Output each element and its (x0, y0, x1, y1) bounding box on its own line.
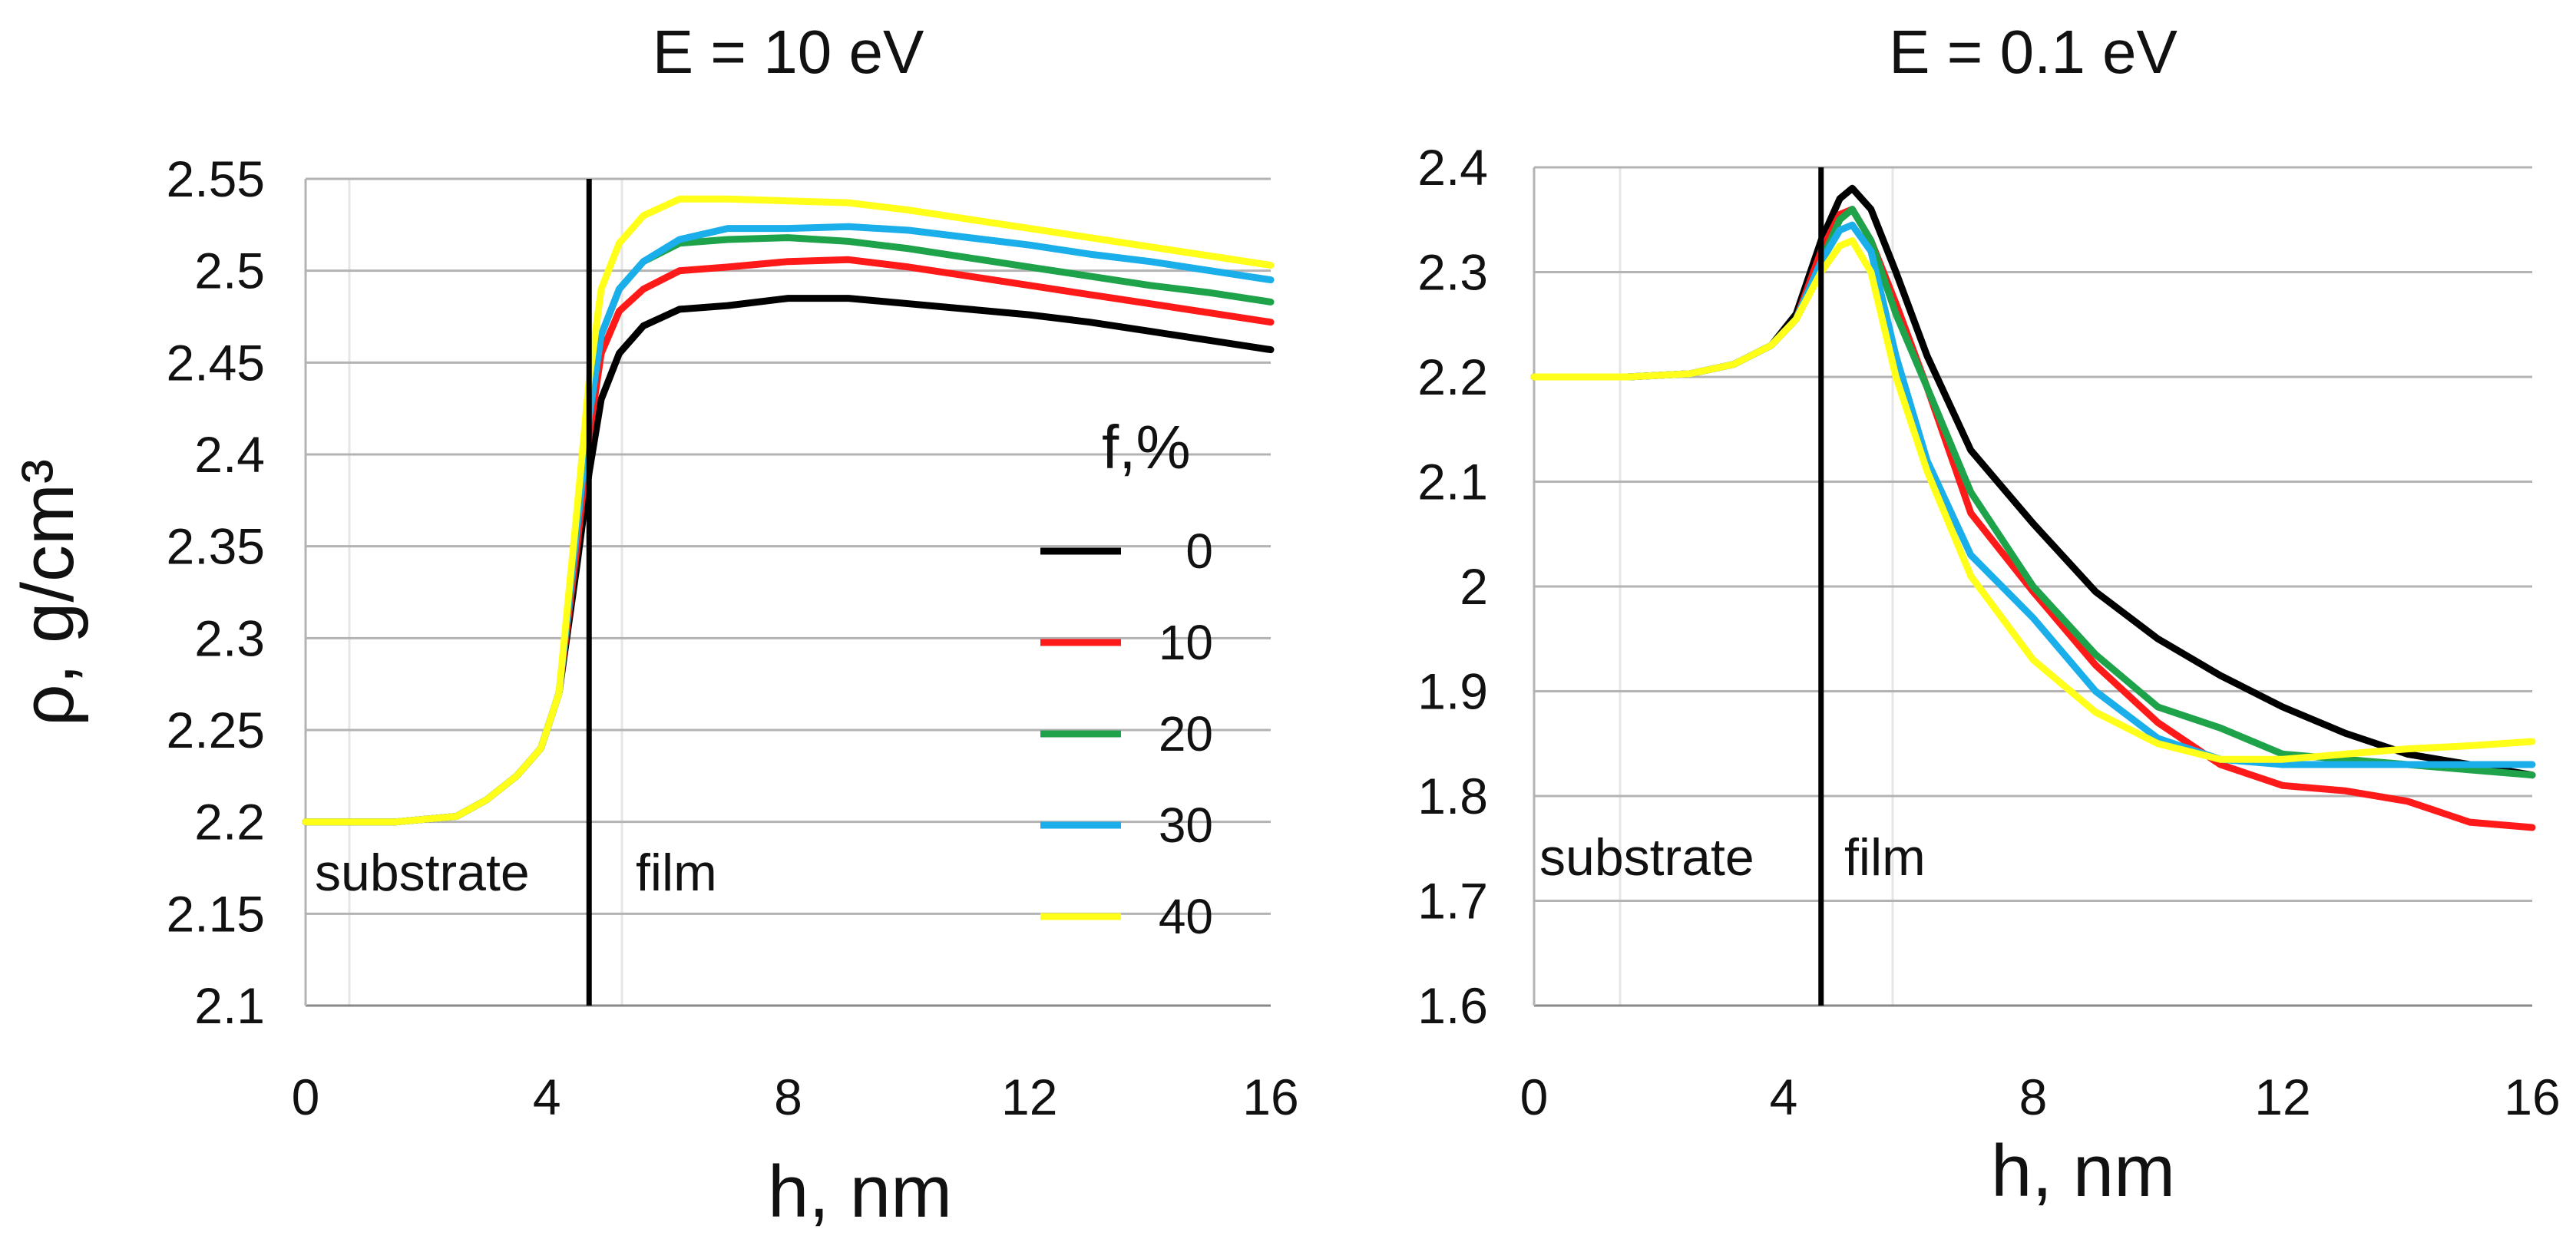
y-tick-label: 1.9 (1417, 663, 1488, 720)
series-line-f30 (1530, 221, 2536, 768)
x-tick-label: 16 (2504, 1069, 2560, 1125)
x-tick-label: 0 (1520, 1069, 1549, 1125)
y-tick-label: 2.2 (194, 794, 265, 851)
x-tick-label: 12 (2254, 1069, 2310, 1125)
legend-label-f20: 20 (1159, 706, 1213, 761)
film-label: film (1844, 828, 1926, 887)
y-tick-label: 2.5 (194, 243, 265, 299)
film-label: film (636, 844, 717, 902)
y-axis-label: ρ, g/cm³ (7, 459, 89, 726)
y-tick-label: 1.8 (1417, 768, 1488, 824)
y-tick-label: 2.3 (1417, 244, 1488, 301)
legend-label-f40: 40 (1159, 889, 1213, 944)
y-tick-label: 2.25 (167, 702, 265, 758)
y-tick-label: 1.7 (1417, 873, 1488, 930)
x-tick-label: 8 (2019, 1069, 2048, 1125)
x-tick-label: 12 (1001, 1069, 1057, 1125)
chart-title: E = 10 eV (653, 18, 924, 86)
legend-label-f30: 30 (1159, 798, 1213, 853)
y-tick-label: 2.2 (1417, 349, 1488, 405)
chart-2: 1.6 1.7 1.8 1.9 2 2.1 2.2 2.3 2.4 0 4 8 12 16 E = 0.1 … (1417, 18, 2560, 1212)
x-tick-label: 4 (533, 1069, 561, 1125)
y-tick-label: 2.1 (1417, 454, 1488, 510)
y-tick-label: 2.55 (167, 150, 265, 207)
x-tick-label: 0 (292, 1069, 320, 1125)
legend-label-f10: 10 (1159, 615, 1213, 670)
series-line-f10 (302, 256, 1275, 826)
x-axis-label: h, nm (768, 1151, 952, 1233)
substrate-label: substrate (315, 844, 530, 902)
x-tick-label: 4 (1770, 1069, 1798, 1125)
legend-title: f,% (1102, 413, 1191, 481)
y-tick-label: 2.1 (194, 977, 265, 1034)
y-tick-label: 2.45 (167, 334, 265, 391)
substrate-label: substrate (1539, 828, 1754, 887)
y-tick-label: 2.4 (194, 426, 265, 483)
x-tick-label: 8 (774, 1069, 802, 1125)
series-line-f40 (1530, 237, 2536, 763)
legend-label-f0: 0 (1185, 524, 1213, 579)
legend: f,% 0 10 20 30 40 (1040, 413, 1213, 944)
y-tick-label: 2.4 (1417, 139, 1488, 196)
chart-title: E = 0.1 eV (1889, 18, 2178, 86)
y-tick-label: 1.6 (1417, 977, 1488, 1034)
y-tick-label: 2.15 (167, 885, 265, 942)
y-tick-label: 2.3 (194, 609, 265, 666)
x-axis-label: h, nm (1991, 1130, 2175, 1212)
y-tick-label: 2 (1460, 558, 1488, 615)
x-tick-label: 16 (1242, 1069, 1298, 1125)
series-line-f40 (302, 195, 1275, 826)
series-line-f0 (302, 295, 1275, 826)
y-tick-label: 2.35 (167, 518, 265, 575)
series-line-f30 (302, 223, 1275, 826)
chart-1: 2.1 2.15 2.2 2.25 2.3 2.35 2.4 2.45 2.5 2.55 0 4 8 12… (7, 18, 1299, 1233)
